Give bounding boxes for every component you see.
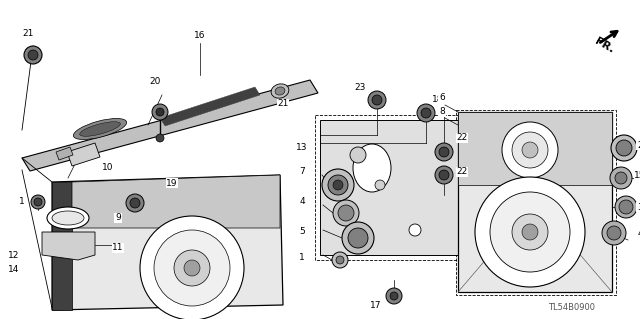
Circle shape	[350, 147, 366, 163]
Polygon shape	[42, 232, 95, 260]
Polygon shape	[52, 182, 72, 310]
Text: 23: 23	[355, 84, 365, 93]
Circle shape	[34, 198, 42, 206]
Circle shape	[333, 180, 343, 190]
Text: 5: 5	[299, 227, 305, 236]
Text: 17: 17	[371, 300, 381, 309]
Text: 19: 19	[166, 179, 178, 188]
Ellipse shape	[353, 144, 391, 192]
Circle shape	[615, 196, 637, 218]
Circle shape	[475, 177, 585, 287]
Circle shape	[336, 256, 344, 264]
Ellipse shape	[52, 211, 84, 225]
Circle shape	[156, 108, 164, 116]
Circle shape	[154, 230, 230, 306]
Polygon shape	[67, 143, 100, 166]
Circle shape	[435, 143, 453, 161]
Polygon shape	[56, 147, 73, 160]
Circle shape	[439, 170, 449, 180]
Text: 1: 1	[299, 254, 305, 263]
Circle shape	[375, 180, 385, 190]
Circle shape	[328, 175, 348, 195]
Text: 10: 10	[102, 164, 114, 173]
Text: 20: 20	[149, 78, 161, 86]
Text: 21: 21	[277, 100, 289, 108]
Text: 22: 22	[456, 167, 468, 176]
Ellipse shape	[275, 87, 285, 95]
Circle shape	[421, 108, 431, 118]
Text: 1: 1	[19, 197, 25, 206]
Circle shape	[386, 288, 402, 304]
Circle shape	[502, 122, 558, 178]
Polygon shape	[458, 112, 612, 185]
Text: 12: 12	[8, 250, 20, 259]
Circle shape	[368, 91, 386, 109]
Circle shape	[333, 200, 359, 226]
Circle shape	[156, 134, 164, 142]
Circle shape	[602, 221, 626, 245]
Circle shape	[126, 194, 144, 212]
Circle shape	[24, 46, 42, 64]
Circle shape	[348, 228, 368, 248]
Text: FR.: FR.	[593, 37, 616, 56]
Polygon shape	[160, 87, 260, 126]
Text: 13: 13	[296, 144, 308, 152]
Circle shape	[522, 142, 538, 158]
Ellipse shape	[79, 122, 120, 136]
Polygon shape	[320, 120, 465, 255]
Circle shape	[611, 135, 637, 161]
Text: TL54B0900: TL54B0900	[548, 303, 595, 313]
Circle shape	[338, 205, 354, 221]
Text: 4: 4	[299, 197, 305, 206]
Text: 15: 15	[634, 170, 640, 180]
Circle shape	[332, 252, 348, 268]
Text: 14: 14	[8, 265, 20, 275]
Circle shape	[522, 224, 538, 240]
Circle shape	[619, 200, 633, 214]
Ellipse shape	[47, 207, 89, 229]
Circle shape	[615, 172, 627, 184]
Circle shape	[322, 169, 354, 201]
Circle shape	[490, 192, 570, 272]
Text: 2: 2	[637, 140, 640, 150]
Bar	[456, 110, 616, 295]
Ellipse shape	[74, 118, 127, 139]
Circle shape	[409, 224, 421, 236]
Bar	[315, 115, 470, 260]
Text: 4: 4	[637, 228, 640, 238]
Polygon shape	[458, 112, 612, 292]
Circle shape	[390, 292, 398, 300]
Text: 11: 11	[112, 243, 124, 253]
Polygon shape	[52, 175, 283, 310]
Text: 8: 8	[439, 108, 445, 116]
Polygon shape	[72, 175, 280, 228]
Polygon shape	[22, 80, 318, 171]
Circle shape	[152, 104, 168, 120]
Circle shape	[435, 166, 453, 184]
Text: 6: 6	[439, 93, 445, 102]
Circle shape	[31, 195, 45, 209]
Circle shape	[512, 132, 548, 168]
Circle shape	[607, 226, 621, 240]
Circle shape	[439, 147, 449, 157]
Circle shape	[342, 222, 374, 254]
Text: 9: 9	[115, 213, 121, 222]
Circle shape	[417, 104, 435, 122]
Circle shape	[174, 250, 210, 286]
Circle shape	[140, 216, 244, 319]
Circle shape	[130, 198, 140, 208]
Text: 3: 3	[637, 203, 640, 211]
Circle shape	[610, 167, 632, 189]
Circle shape	[616, 140, 632, 156]
Ellipse shape	[271, 84, 289, 98]
Text: 7: 7	[299, 167, 305, 176]
Text: 22: 22	[456, 133, 468, 143]
Text: 16: 16	[195, 31, 205, 40]
Circle shape	[372, 95, 382, 105]
Text: 21: 21	[22, 28, 34, 38]
Text: 18: 18	[432, 95, 444, 105]
Circle shape	[28, 50, 38, 60]
Circle shape	[512, 214, 548, 250]
Circle shape	[184, 260, 200, 276]
